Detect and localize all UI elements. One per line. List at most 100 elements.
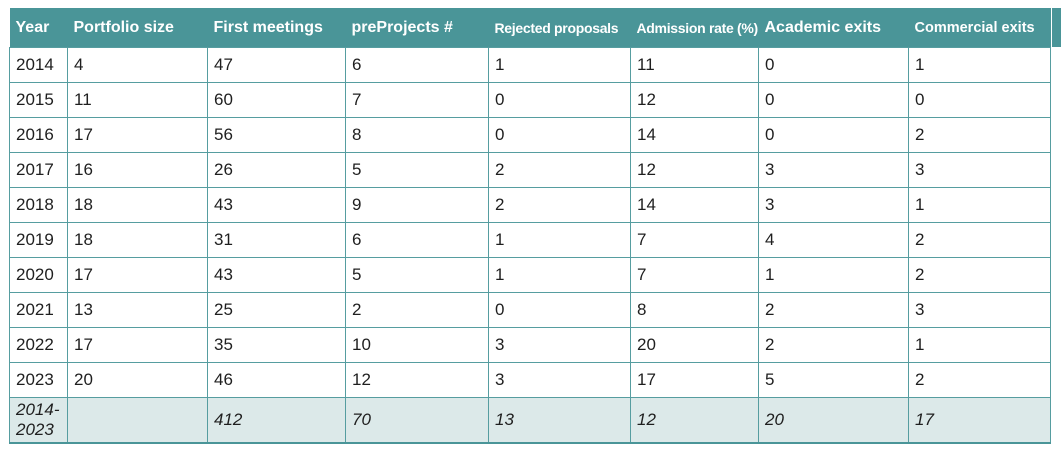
column-header-academic-exits: Academic exits <box>758 8 909 48</box>
value-cell: 56 <box>207 117 346 153</box>
value-cell: 17 <box>67 327 208 363</box>
value-cell: 0 <box>758 82 909 118</box>
value-cell: 13 <box>488 397 631 444</box>
value-cell: 0 <box>488 117 631 153</box>
table-row: 2022 17 35 10 3 20 2 1 <box>9 327 1051 363</box>
value-cell: 1 <box>908 187 1051 223</box>
value-cell <box>67 397 208 444</box>
value-cell: 3 <box>488 327 631 363</box>
value-cell: 17 <box>67 257 208 293</box>
value-cell: 2 <box>758 292 909 328</box>
portfolio-statistics-table: Year Portfolio size First meetings prePr… <box>9 8 1051 444</box>
value-cell: 1 <box>908 47 1051 83</box>
value-cell: 46 <box>207 362 346 398</box>
value-cell: 0 <box>758 47 909 83</box>
year-cell: 2014-2023 <box>9 397 68 444</box>
table-body: 2014 4 47 6 1 11 0 1 2015 11 60 7 0 12 0 0 2016 17 56 8 0 14 0… <box>9 47 1051 444</box>
value-cell: 25 <box>207 292 346 328</box>
column-header-commercial-exits: Commercial exits <box>908 8 1051 48</box>
value-cell: 7 <box>345 82 489 118</box>
value-cell: 1 <box>908 327 1051 363</box>
year-cell: 2022 <box>9 327 68 363</box>
value-cell: 2 <box>488 187 631 223</box>
table-row: 2016 17 56 8 0 14 0 2 <box>9 117 1051 153</box>
value-cell: 0 <box>488 82 631 118</box>
value-cell: 17 <box>630 362 759 398</box>
value-cell: 1 <box>488 47 631 83</box>
value-cell: 35 <box>207 327 346 363</box>
value-cell: 12 <box>630 82 759 118</box>
value-cell: 0 <box>488 292 631 328</box>
value-cell: 12 <box>630 152 759 188</box>
year-cell: 2014 <box>9 47 68 83</box>
value-cell: 70 <box>345 397 489 444</box>
value-cell: 2 <box>908 117 1051 153</box>
value-cell: 13 <box>67 292 208 328</box>
value-cell: 7 <box>630 257 759 293</box>
table-row: 2015 11 60 7 0 12 0 0 <box>9 82 1051 118</box>
year-cell: 2023 <box>9 362 68 398</box>
value-cell: 4 <box>67 47 208 83</box>
value-cell: 3 <box>908 152 1051 188</box>
value-cell: 18 <box>67 222 208 258</box>
value-cell: 12 <box>345 362 489 398</box>
year-cell: 2020 <box>9 257 68 293</box>
value-cell: 20 <box>67 362 208 398</box>
value-cell: 2 <box>908 222 1051 258</box>
value-cell: 6 <box>345 222 489 258</box>
table-row: 2023 20 46 12 3 17 5 2 <box>9 362 1051 398</box>
year-cell: 2015 <box>9 82 68 118</box>
column-header-preprojects: preProjects # <box>345 8 489 48</box>
value-cell: 11 <box>630 47 759 83</box>
value-cell: 3 <box>758 187 909 223</box>
value-cell: 3 <box>908 292 1051 328</box>
value-cell: 2 <box>908 362 1051 398</box>
table-row: 2017 16 26 5 2 12 3 3 <box>9 152 1051 188</box>
value-cell: 1 <box>758 257 909 293</box>
value-cell: 5 <box>758 362 909 398</box>
value-cell: 14 <box>630 117 759 153</box>
value-cell: 8 <box>630 292 759 328</box>
value-cell: 1 <box>488 257 631 293</box>
value-cell: 8 <box>345 117 489 153</box>
value-cell: 31 <box>207 222 346 258</box>
header-row: Year Portfolio size First meetings prePr… <box>9 8 1051 48</box>
year-cell: 2021 <box>9 292 68 328</box>
table-row: 2018 18 43 9 2 14 3 1 <box>9 187 1051 223</box>
value-cell: 3 <box>488 362 631 398</box>
year-cell: 2016 <box>9 117 68 153</box>
value-cell: 1 <box>488 222 631 258</box>
column-header-rejected-proposals: Rejected proposals <box>488 8 631 48</box>
value-cell: 16 <box>67 152 208 188</box>
value-cell: 4 <box>758 222 909 258</box>
year-cell: 2018 <box>9 187 68 223</box>
value-cell: 7 <box>630 222 759 258</box>
column-header-first-meetings: First meetings <box>207 8 346 48</box>
value-cell: 11 <box>67 82 208 118</box>
value-cell: 412 <box>207 397 346 444</box>
value-cell: 2 <box>758 327 909 363</box>
year-cell: 2019 <box>9 222 68 258</box>
value-cell: 14 <box>630 187 759 223</box>
table-row: 2020 17 43 5 1 7 1 2 <box>9 257 1051 293</box>
value-cell: 17 <box>908 397 1051 444</box>
value-cell: 2 <box>345 292 489 328</box>
value-cell: 20 <box>630 327 759 363</box>
value-cell: 17 <box>67 117 208 153</box>
year-cell: 2017 <box>9 152 68 188</box>
summary-row: 2014-2023 412 70 13 12 20 17 <box>9 397 1051 444</box>
value-cell: 3 <box>758 152 909 188</box>
value-cell: 9 <box>345 187 489 223</box>
column-header-portfolio-size: Portfolio size <box>67 8 208 48</box>
table-row: 2021 13 25 2 0 8 2 3 <box>9 292 1051 328</box>
header-overflow-strip <box>1052 8 1061 47</box>
table-row: 2014 4 47 6 1 11 0 1 <box>9 47 1051 83</box>
value-cell: 5 <box>345 257 489 293</box>
value-cell: 5 <box>345 152 489 188</box>
value-cell: 0 <box>908 82 1051 118</box>
value-cell: 0 <box>758 117 909 153</box>
value-cell: 26 <box>207 152 346 188</box>
table-row: 2019 18 31 6 1 7 4 2 <box>9 222 1051 258</box>
value-cell: 12 <box>630 397 759 444</box>
